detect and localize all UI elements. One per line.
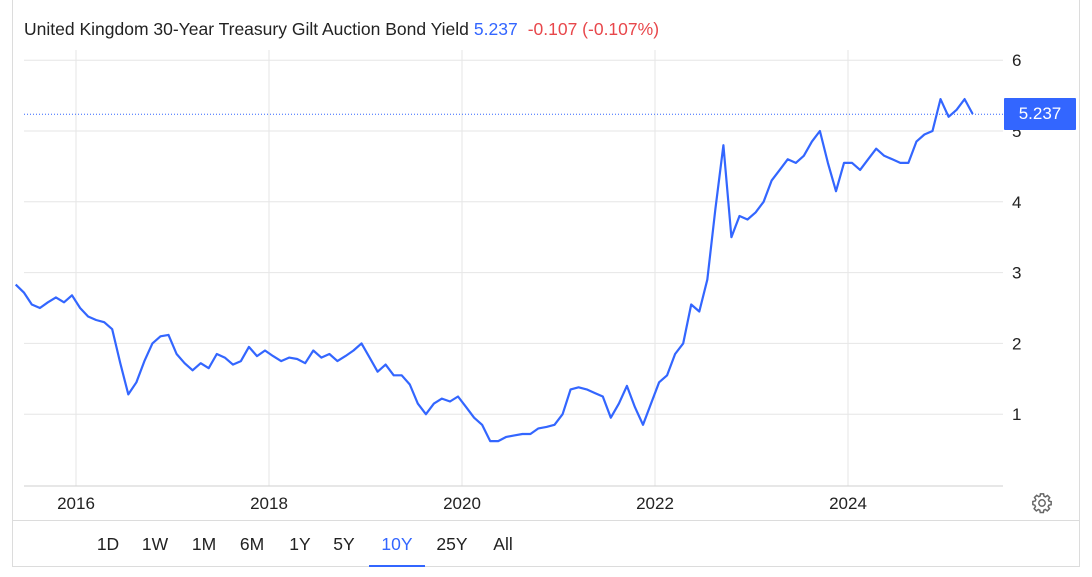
x-tick-label: 2016 — [57, 494, 95, 513]
chart-frame — [12, 0, 1080, 567]
y-tick-label: 6 — [1012, 51, 1021, 70]
y-tick-label: 5 — [1012, 122, 1021, 141]
range-button-1w[interactable]: 1W — [141, 534, 169, 554]
range-button-1y[interactable]: 1Y — [289, 534, 311, 554]
chart-title: United Kingdom 30-Year Treasury Gilt Auc… — [24, 19, 469, 39]
y-tick-label: 1 — [1012, 405, 1021, 424]
gear-icon — [1032, 493, 1052, 514]
y-tick-label: 4 — [1012, 193, 1021, 212]
range-button-1d[interactable]: 1D — [96, 534, 120, 554]
x-tick-label: 2018 — [250, 494, 288, 513]
y-tick-label: 3 — [1012, 264, 1021, 283]
range-button-10y[interactable]: 10Y — [369, 533, 425, 567]
x-tick-label: 2024 — [829, 494, 867, 513]
x-tick-label: 2020 — [443, 494, 481, 513]
settings-button[interactable] — [1031, 492, 1053, 514]
y-tick-label: 2 — [1012, 334, 1021, 353]
last-value-badge: 5.237 — [1004, 98, 1076, 131]
chart-title-row: United Kingdom 30-Year Treasury Gilt Auc… — [24, 19, 659, 40]
last-value: 5.237 — [473, 19, 518, 39]
x-tick-label: 2022 — [636, 494, 674, 513]
yield-series-line — [14, 97, 974, 443]
range-button-25y[interactable]: 25Y — [436, 534, 468, 554]
range-selector: 1D 1W 1M 6M 1Y 5Y 10Y 25Y All — [12, 520, 1080, 567]
range-button-all[interactable]: All — [493, 534, 513, 554]
range-button-1m[interactable]: 1M — [191, 534, 217, 554]
change-value: -0.107 (-0.107%) — [527, 19, 660, 39]
range-button-6m[interactable]: 6M — [239, 534, 265, 554]
range-button-5y[interactable]: 5Y — [333, 534, 355, 554]
